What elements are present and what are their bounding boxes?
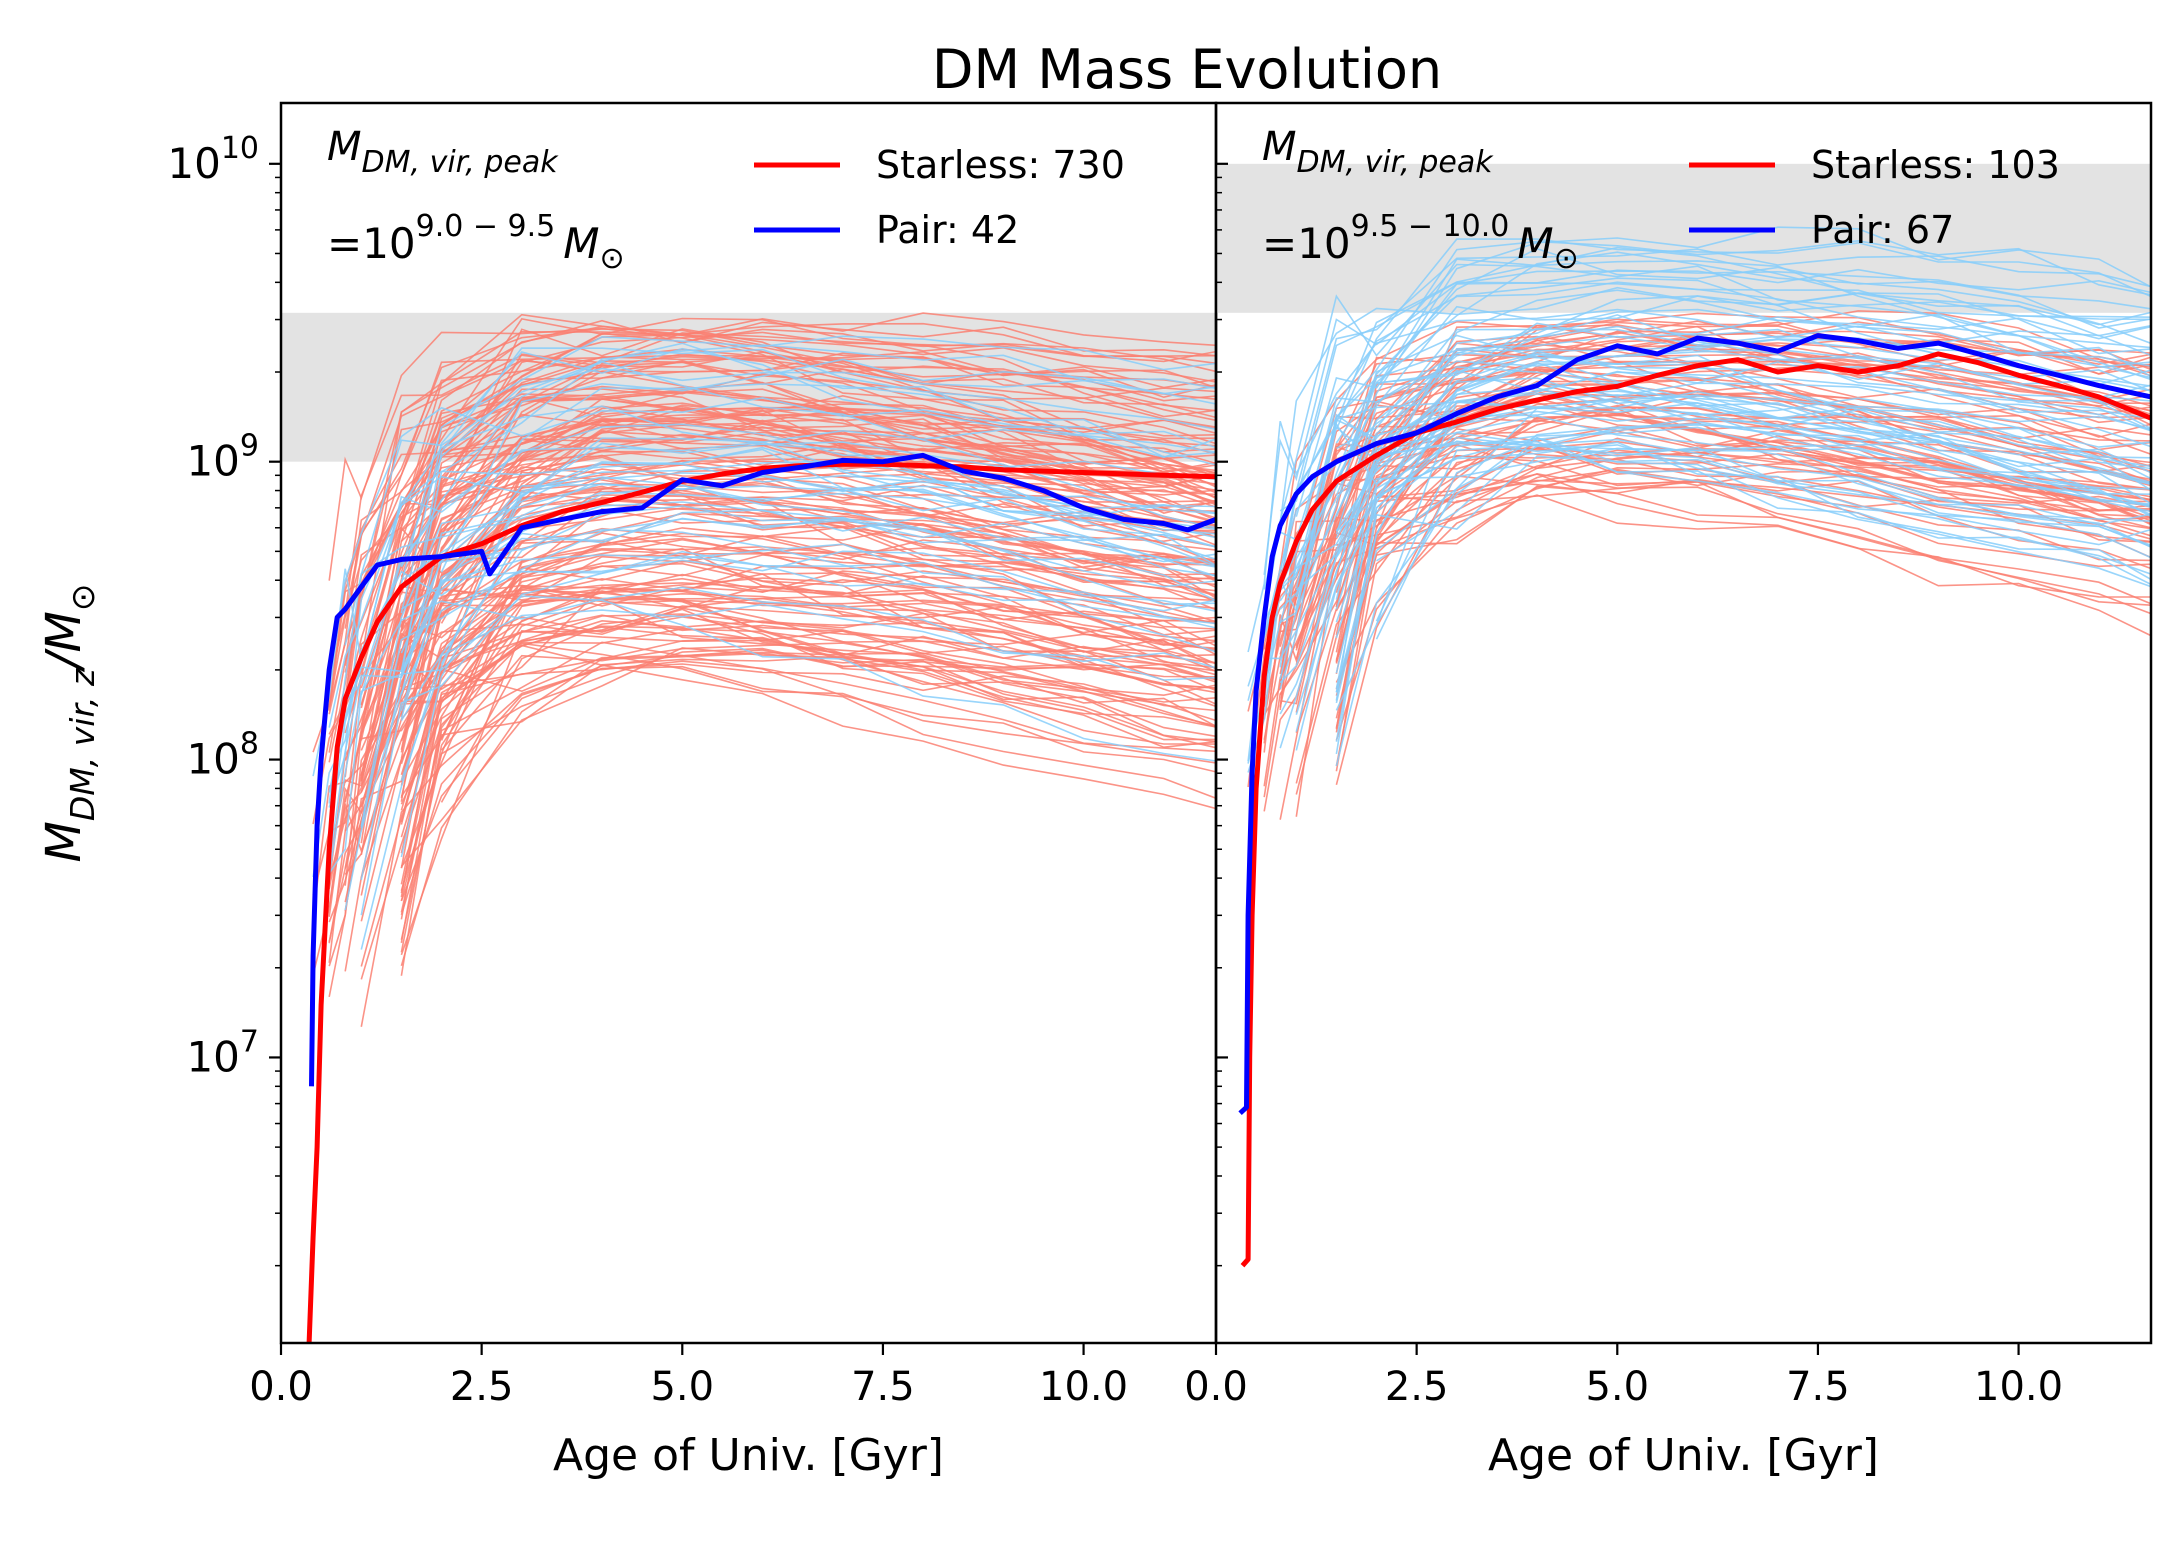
x-tick-label: 0.0 bbox=[249, 1364, 313, 1410]
ensemble-tracks bbox=[1247, 226, 2151, 820]
x-tick-label: 5.0 bbox=[1585, 1364, 1649, 1410]
axes-frame bbox=[1214, 101, 2153, 1345]
mass-annotation-line1: MDM, vir, peak bbox=[327, 124, 559, 180]
x-tick-label: 7.5 bbox=[1786, 1364, 1850, 1410]
svg-text:MDM, vir, z/M⊙: MDM, vir, z/M⊙ bbox=[36, 583, 102, 862]
left-panel: 0.0 2.5 5.0 7.5 10.0 Age of Univ. [Gyr] 107 108… bbox=[167, 101, 1218, 1481]
right-panel: 0.0 2.5 5.0 7.5 10.0 Age of Univ. [Gyr] MDM, v… bbox=[1184, 101, 2153, 1481]
x-tick-label: 5.0 bbox=[650, 1364, 714, 1410]
x-tick-label: 0.0 bbox=[1184, 1364, 1248, 1410]
legend-label: Pair: 42 bbox=[876, 208, 1019, 252]
x-tick-label: 10.0 bbox=[1974, 1364, 2063, 1410]
y-tick-label: 108 bbox=[186, 727, 259, 784]
legend-label: Starless: 103 bbox=[1811, 143, 2060, 187]
y-axis-label: MDM, vir, z/M⊙ bbox=[36, 583, 102, 862]
series-line-starless bbox=[306, 461, 1216, 1343]
series-line-starless bbox=[1240, 351, 2151, 1268]
y-tick-label: 107 bbox=[186, 1024, 259, 1081]
mass-annotation-line1: MDM, vir, peak bbox=[1262, 124, 1494, 180]
legend-label: Pair: 67 bbox=[1811, 208, 1954, 252]
y-tick-label: 1010 bbox=[167, 131, 259, 188]
series-line-pair bbox=[1238, 333, 2151, 1116]
x-tick-label: 10.0 bbox=[1039, 1364, 1128, 1410]
mass-annotation-line2: =109.5 − 10.0 M⊙ bbox=[1262, 209, 1579, 276]
x-axis-label: Age of Univ. [Gyr] bbox=[553, 1430, 944, 1481]
series-line-pair bbox=[309, 452, 1216, 1087]
legend-label: Starless: 730 bbox=[876, 143, 1125, 187]
y-tick-label: 109 bbox=[186, 429, 259, 486]
ensemble-tracks bbox=[312, 312, 1216, 1027]
x-tick-label: 2.5 bbox=[1385, 1364, 1449, 1410]
chart-title: DM Mass Evolution bbox=[932, 38, 1442, 101]
x-axis-label: Age of Univ. [Gyr] bbox=[1488, 1430, 1879, 1481]
mass-annotation-line2: =109.0 − 9.5 M⊙ bbox=[327, 209, 625, 276]
x-tick-label: 7.5 bbox=[851, 1364, 915, 1410]
x-tick-label: 2.5 bbox=[450, 1364, 514, 1410]
